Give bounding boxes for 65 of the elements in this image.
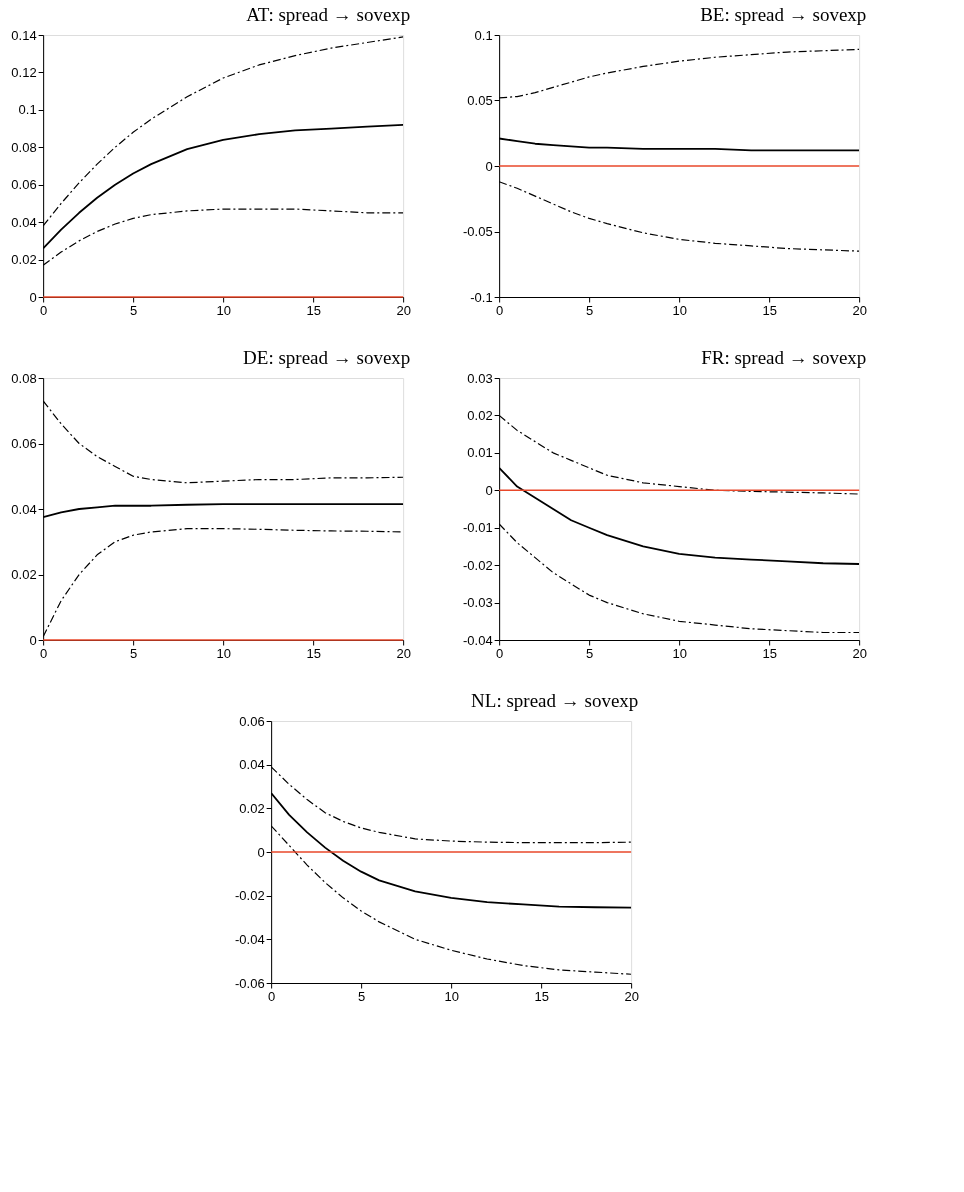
- y-tick-label: 0.08: [11, 370, 37, 386]
- y-tick-label: -0.05: [462, 224, 493, 239]
- x-tick-label: 15: [762, 645, 777, 661]
- y-tick-label: 0: [485, 158, 493, 174]
- y-tick-label: -0.01: [462, 520, 493, 536]
- y-tick-label: 0.02: [11, 567, 37, 582]
- y-tick-label: 0.04: [11, 214, 37, 230]
- x-tick-label: 0: [40, 645, 48, 661]
- x-tick-label: 5: [130, 302, 138, 318]
- x-tick-label: 5: [130, 645, 138, 661]
- y-tick-label: 0.08: [11, 139, 37, 155]
- x-tick-label: 15: [306, 302, 321, 318]
- x-tick-label: 20: [396, 645, 411, 661]
- x-tick-label: 0: [268, 988, 276, 1004]
- y-tick-label: 0.06: [11, 436, 37, 451]
- y-tick-label: 0.12: [11, 64, 37, 80]
- x-tick-label: 15: [762, 302, 777, 318]
- y-tick-label: 0: [29, 289, 37, 305]
- y-tick-label: 0.14: [11, 27, 37, 43]
- x-tick-label: 10: [672, 645, 687, 661]
- y-tick-label: -0.02: [234, 888, 265, 904]
- y-tick-label: 0.06: [239, 713, 265, 729]
- x-tick-label: 20: [852, 302, 867, 318]
- chart-title: DE: spread → sovexp: [243, 347, 411, 368]
- x-tick-label: 0: [496, 645, 504, 661]
- x-tick-label: 20: [396, 302, 411, 318]
- y-tick-label: 0.02: [239, 800, 265, 816]
- x-tick-label: 20: [624, 988, 639, 1004]
- x-tick-label: 5: [358, 988, 366, 1004]
- y-tick-label: 0.01: [467, 445, 493, 461]
- y-tick-label: 0: [257, 844, 265, 860]
- y-tick-label: 0.1: [18, 102, 37, 118]
- y-tick-label: 0.05: [467, 93, 493, 108]
- y-tick-label: -0.04: [462, 632, 493, 648]
- y-tick-label: 0.06: [11, 177, 37, 193]
- line-series: [499, 181, 860, 252]
- y-tick-label: 0.1: [474, 27, 493, 43]
- y-tick-label: 0.02: [11, 252, 37, 268]
- x-tick-label: 10: [216, 302, 231, 318]
- x-tick-label: 5: [586, 645, 594, 661]
- x-tick-label: 0: [40, 302, 48, 318]
- x-tick-label: 10: [672, 302, 687, 318]
- chart-title: AT: spread → sovexp: [246, 4, 411, 25]
- y-tick-label: 0: [29, 632, 37, 648]
- y-tick-label: -0.06: [234, 975, 265, 991]
- x-tick-label: 5: [586, 302, 594, 318]
- chart-title: BE: spread → sovexp: [700, 4, 867, 25]
- chart-title: FR: spread → sovexp: [701, 347, 867, 368]
- y-tick-label: 0.04: [11, 501, 37, 517]
- y-tick-label: 0.04: [239, 757, 265, 773]
- chart-title: NL: spread → sovexp: [471, 690, 639, 711]
- y-tick-label: -0.02: [462, 557, 493, 573]
- y-tick-label: -0.1: [470, 289, 493, 305]
- x-tick-label: 10: [216, 645, 231, 661]
- x-tick-label: 10: [444, 988, 459, 1004]
- x-tick-label: 0: [496, 302, 504, 318]
- y-tick-label: -0.03: [462, 595, 493, 611]
- y-tick-label: 0: [485, 482, 493, 498]
- y-tick-label: -0.04: [234, 931, 265, 947]
- x-tick-label: 20: [852, 645, 867, 661]
- line-series: [43, 503, 404, 519]
- x-tick-label: 15: [306, 645, 321, 661]
- y-tick-label: 0.02: [467, 407, 493, 423]
- y-tick-label: 0.03: [467, 370, 493, 386]
- x-tick-label: 15: [534, 988, 549, 1004]
